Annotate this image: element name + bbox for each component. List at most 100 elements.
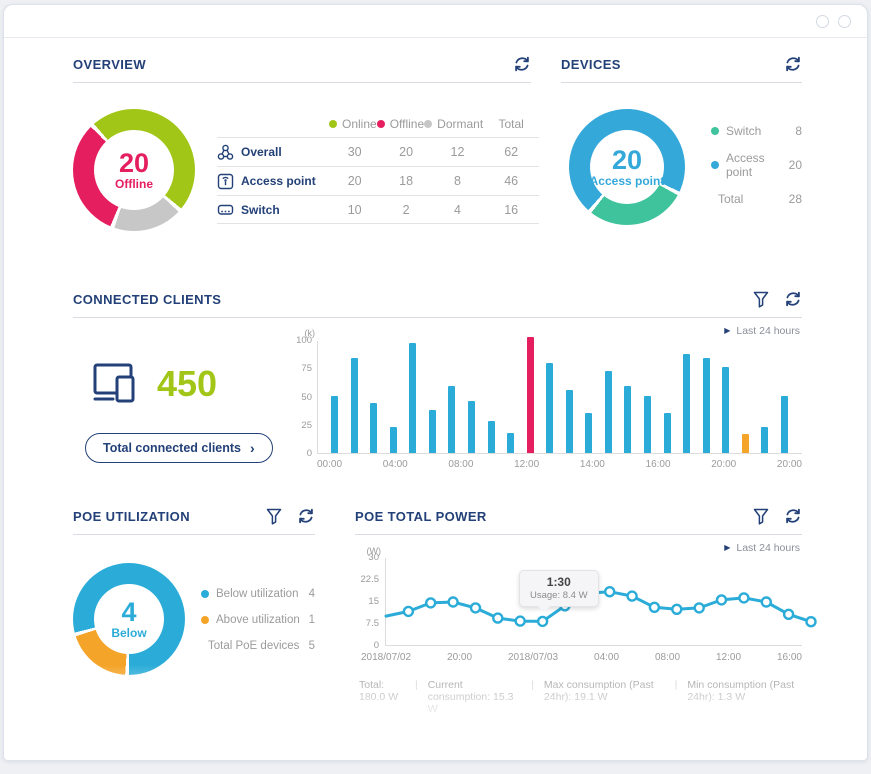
data-point-marker — [805, 616, 817, 628]
table-cell: 46 — [504, 174, 519, 188]
poe-total-power-section: POE TOTAL POWER ▶ — [355, 494, 817, 715]
column-header-total: Total — [483, 117, 539, 131]
bar — [604, 371, 612, 453]
bar — [644, 396, 651, 453]
total-connected-clients-button[interactable]: Total connected clients › — [85, 433, 273, 463]
next-section-faint-title: TOP INFORMATION — [73, 745, 200, 760]
legend-dot — [201, 616, 209, 624]
x-tick-label: 20:00 — [711, 459, 737, 470]
x-tick-label: 08:00 — [448, 459, 474, 470]
data-point-marker — [514, 615, 526, 627]
column-header-label: Dormant — [437, 117, 484, 131]
bar — [350, 358, 358, 453]
bar-chart-x-axis: 00:00 04:00 08:00 12:00 14:00 16:00 20:00 20:00 — [317, 459, 802, 470]
legend-value: 8 — [795, 124, 802, 138]
poe-utilization-legend: Below utilization 4 Above utilization 1 Tota… — [201, 565, 315, 675]
legend-label: Below utilization — [216, 588, 299, 600]
status-dot — [424, 120, 433, 128]
row-label-overall: Overall — [217, 144, 329, 161]
table-cell: 4 — [454, 202, 461, 217]
table-row: Switch 10 2 4 16 — [217, 195, 540, 224]
column-header-label: Offline — [389, 117, 425, 131]
data-point-marker — [603, 586, 616, 598]
status-dot — [376, 120, 385, 128]
table-row: Overall 30 20 12 62 — [217, 137, 540, 166]
window-control-circle-1[interactable] — [816, 14, 829, 28]
clients-summary: 450 Total connected clients › — [73, 339, 291, 470]
table-cell: 12 — [450, 145, 465, 159]
data-point-marker — [469, 602, 482, 614]
poe-legend-item: Total PoE devices 5 — [201, 640, 315, 652]
table-cell: 62 — [504, 145, 519, 159]
dashboard-content: OVERVIEW 20 Offline — [4, 38, 867, 760]
devices-legend-item: Total 28 — [711, 192, 802, 206]
filter-icon[interactable] — [753, 508, 769, 525]
legend-label: Switch — [726, 124, 762, 138]
bar — [448, 386, 456, 453]
refresh-icon[interactable] — [784, 55, 802, 73]
legend-label: Above utilization — [216, 614, 300, 626]
overview-donut-value: 20 — [118, 147, 150, 178]
x-tick-label: 2018/07/03 — [508, 652, 559, 663]
devices-donut-chart: 20 Access point — [569, 109, 685, 225]
x-tick-label: 04:00 — [382, 459, 408, 470]
stat-separator: | — [531, 679, 534, 691]
refresh-icon[interactable] — [297, 507, 315, 525]
poe-power-stats: Total: 180.0 W | Current consumption: 15.3… — [355, 679, 802, 715]
column-header-label: Online — [342, 117, 377, 131]
chart-tooltip: 1:30 Usage: 8.4 W — [519, 570, 599, 612]
data-point-marker — [447, 596, 459, 608]
poe-power-line-chart[interactable]: (W) 30 22.5 15 7.5 0 1:30 Usage: 8.4 W 2018/… — [355, 546, 817, 663]
bar — [487, 421, 495, 453]
poe-legend-item: Above utilization 1 — [201, 614, 315, 626]
data-point-marker — [425, 597, 437, 609]
poe-legend-item: Below utilization 4 — [201, 588, 315, 600]
bar — [526, 337, 534, 453]
refresh-icon[interactable] — [784, 290, 802, 308]
refresh-icon[interactable] — [784, 507, 802, 525]
data-point-marker — [536, 615, 549, 628]
bar — [683, 354, 691, 453]
overview-donut-chart: 20 Offline — [73, 109, 195, 231]
data-point-marker — [492, 612, 504, 624]
table-cell: 16 — [504, 202, 519, 217]
row-label-text: Overall — [241, 145, 282, 159]
bar — [585, 413, 593, 453]
devices-legend-item: Switch 8 — [711, 124, 802, 138]
stat-item: Current consumption: 15.3 W — [427, 679, 514, 715]
refresh-icon[interactable] — [513, 55, 531, 73]
overview-status-table: Online Offline Dormant Total Overall 30 20 12 6… — [217, 111, 540, 251]
poe-total-power-title: POE TOTAL POWER — [355, 508, 487, 524]
line-chart-svg — [384, 586, 817, 628]
bar — [428, 410, 436, 453]
devices-legend-item: Access point 20 — [711, 151, 802, 179]
legend-value: 20 — [788, 158, 802, 172]
poe-utilization-title: POE UTILIZATION — [73, 508, 190, 524]
legend-value: 1 — [308, 614, 315, 626]
stat-separator: | — [414, 679, 418, 691]
legend-label: Total — [718, 192, 744, 206]
caret-right-icon: ▶ — [724, 326, 731, 335]
poe-power-time-range[interactable]: ▶ Last 24 hours — [724, 542, 800, 554]
column-header-online: Online — [329, 117, 377, 131]
clients-time-range[interactable]: ▶ Last 24 hours — [724, 325, 800, 337]
legend-label: Access point — [726, 151, 765, 179]
overview-title: OVERVIEW — [73, 56, 147, 72]
bar-chart-y-axis: (k) 100 75 50 25 0 — [296, 328, 315, 459]
filter-icon[interactable] — [266, 508, 282, 525]
legend-dot — [711, 161, 719, 169]
legend-value: 28 — [788, 192, 802, 206]
devices-title: DEVICES — [561, 56, 621, 72]
stat-item: Min consumption (Past 24hr): 1.3 W — [687, 679, 795, 703]
x-tick-label: 12:00 — [715, 652, 742, 663]
bar — [546, 363, 554, 453]
window-control-circle-2[interactable] — [838, 14, 851, 28]
filter-icon[interactable] — [753, 291, 769, 308]
row-label-text: Access point — [241, 174, 316, 188]
data-point-marker — [738, 592, 750, 604]
access-point-icon — [217, 173, 234, 189]
devices-donut-value: 20 — [611, 144, 643, 175]
line-chart-x-axis: 2018/07/02 20:00 2018/07/03 04:00 08:00 12:00… — [361, 652, 802, 663]
bar-chart-plot-area[interactable] — [317, 337, 802, 454]
clients-bar-chart[interactable]: (k) 100 75 50 25 0 00:00 04:00 08:00 12:00 14:00… — [291, 328, 802, 470]
